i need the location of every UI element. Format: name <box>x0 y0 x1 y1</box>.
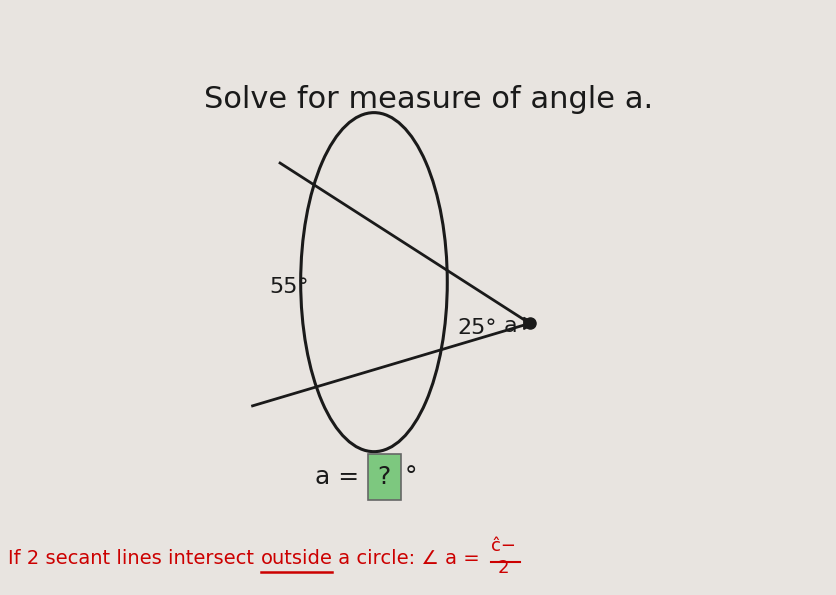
Text: a: a <box>503 316 517 336</box>
Text: ?: ? <box>377 465 390 489</box>
Polygon shape <box>523 317 535 330</box>
Text: 25°: 25° <box>456 318 497 338</box>
Text: 55°: 55° <box>269 277 308 297</box>
Text: ĉ−: ĉ− <box>490 537 515 555</box>
Text: °: ° <box>404 465 416 489</box>
Text: a circle: ∠ a =: a circle: ∠ a = <box>332 549 486 568</box>
Text: 2: 2 <box>497 559 508 577</box>
Text: Solve for measure of angle a.: Solve for measure of angle a. <box>204 85 653 114</box>
FancyBboxPatch shape <box>367 454 400 500</box>
Text: If 2 secant lines intersect: If 2 secant lines intersect <box>8 549 260 568</box>
Text: a =: a = <box>314 465 367 489</box>
Text: outside: outside <box>260 549 332 568</box>
